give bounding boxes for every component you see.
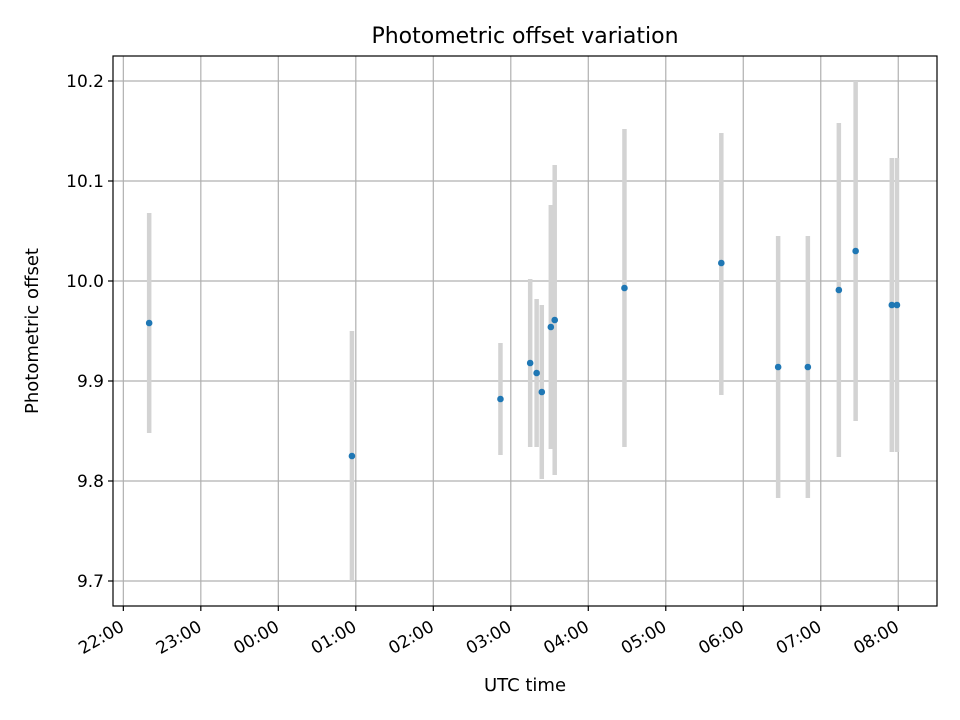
y-tick-label: 9.9 <box>77 372 104 392</box>
data-point <box>145 319 153 327</box>
grid <box>113 56 937 606</box>
plot-frame <box>112 55 938 607</box>
data-point <box>852 247 859 255</box>
y-tick-label: 10.2 <box>66 72 104 92</box>
y-tick-label: 10.0 <box>66 272 104 292</box>
y-tick-label: 9.7 <box>77 572 104 592</box>
chart-title: Photometric offset variation <box>371 24 678 49</box>
y-axis-label: Photometric offset <box>22 248 43 414</box>
data-point <box>888 301 896 309</box>
data-point <box>348 452 356 460</box>
data-point <box>621 284 628 292</box>
data-points <box>145 247 901 460</box>
data-point <box>718 259 725 267</box>
y-axis-ticks: 9.7 9.8 9.9 10.0 10.1 10.2 <box>66 72 113 592</box>
data-point <box>804 363 812 371</box>
data-point <box>774 363 782 371</box>
y-tick-label: 9.8 <box>77 472 104 492</box>
data-point <box>547 323 555 331</box>
data-point <box>835 286 843 294</box>
data-point <box>497 395 504 403</box>
x-axis-label: UTC time <box>484 675 566 696</box>
data-point <box>533 369 540 377</box>
y-tick-label: 10.1 <box>66 172 104 192</box>
data-point <box>551 316 559 324</box>
data-point <box>526 359 534 367</box>
data-point <box>538 388 546 396</box>
data-point <box>893 301 901 309</box>
